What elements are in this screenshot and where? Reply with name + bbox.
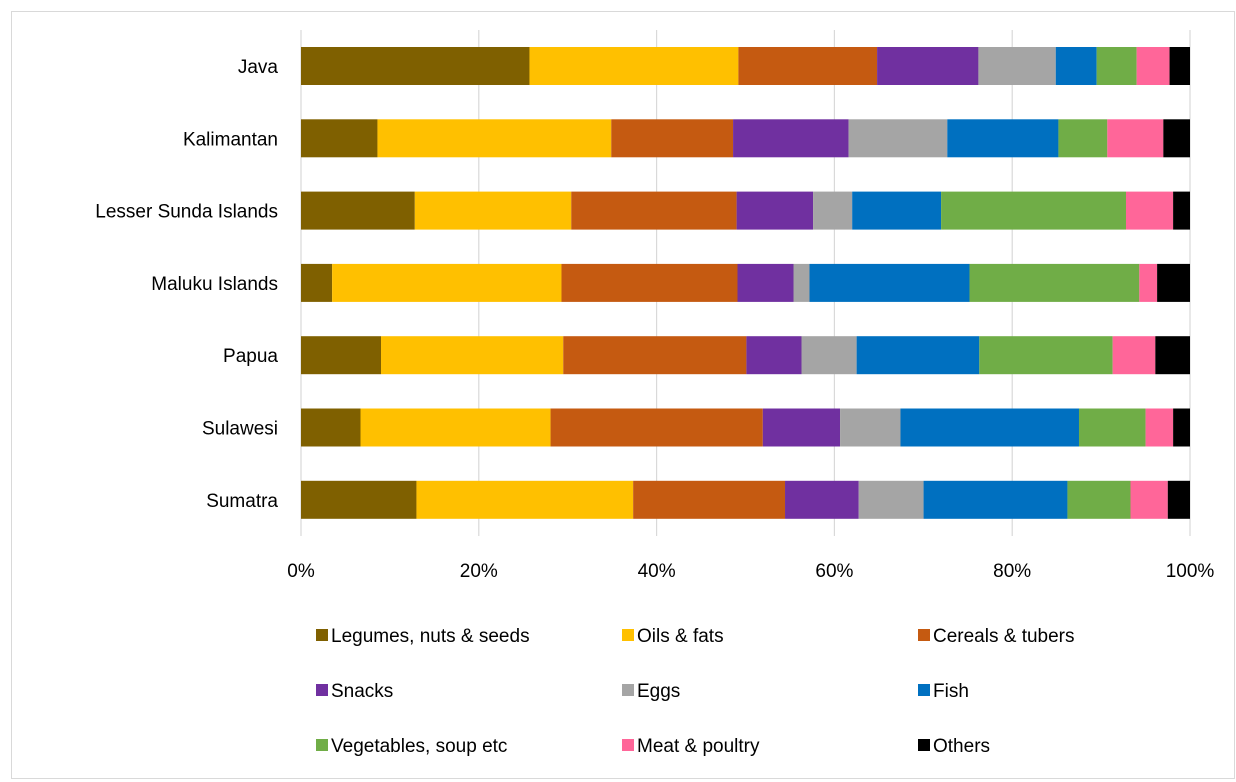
bar-segment (737, 263, 794, 302)
bar-segment (801, 336, 857, 375)
bar-segment (301, 480, 417, 519)
bar-segment (1055, 47, 1097, 85)
category-label: Papua (223, 346, 278, 367)
bar-segment (529, 47, 739, 85)
bar-segment (301, 47, 530, 85)
bar-segment (900, 408, 1079, 447)
bar-segment (852, 191, 942, 230)
bar-segment (1067, 480, 1131, 519)
bar-segment (301, 263, 333, 302)
category-label: Lesser Sunda Islands (95, 202, 278, 223)
bar-segment (1173, 191, 1190, 230)
bar-segment (969, 263, 1140, 302)
bar-segment (947, 119, 1059, 158)
legend-label: Meat & poultry (637, 736, 760, 757)
bar-segment (550, 408, 763, 447)
bar-segment (563, 336, 747, 375)
bar-segment (733, 119, 849, 158)
legend-label: Fish (933, 681, 969, 702)
bar-segment (1130, 480, 1168, 519)
bar-segment (377, 119, 612, 158)
category-label: Sumatra (206, 491, 278, 512)
bar-segment (301, 408, 361, 447)
legend-swatch (918, 684, 930, 696)
bar-segment (381, 336, 564, 375)
bar-segment (611, 119, 734, 158)
bar-segment (978, 47, 1056, 85)
bar-segment (1145, 408, 1174, 447)
legend-swatch (316, 684, 328, 696)
x-tick-label: 100% (1166, 561, 1215, 582)
legend-label: Snacks (331, 681, 393, 702)
bar-segment (979, 336, 1113, 375)
bar-segment (1078, 408, 1146, 447)
legend-swatch (622, 684, 634, 696)
legend-label: Oils & fats (637, 626, 724, 647)
x-tick-label: 40% (638, 561, 676, 582)
legend-swatch (918, 629, 930, 641)
bar-segment (1096, 47, 1137, 85)
legend-label: Vegetables, soup etc (331, 736, 507, 757)
legend-label: Legumes, nuts & seeds (331, 626, 530, 647)
bar-segment (1136, 47, 1170, 85)
value-axis: 0% 20% 40% 60% 80% 100% (287, 561, 1214, 582)
bar-segment (813, 191, 853, 230)
bar-segment (848, 119, 948, 158)
legend: Legumes, nuts & seeds Oils & fats Cereals … (316, 626, 1075, 757)
bar-segment (301, 336, 382, 375)
bar-segment (877, 47, 979, 85)
bar-segment (1139, 263, 1158, 302)
category-label: Maluku Islands (151, 274, 278, 295)
bar-segment (414, 191, 572, 230)
bar-segment (793, 263, 810, 302)
legend-swatch (622, 629, 634, 641)
category-label: Kalimantan (183, 129, 278, 150)
bar-segment (762, 408, 841, 447)
legend-swatch (316, 629, 328, 641)
legend-label: Others (933, 736, 990, 757)
category-label: Sulawesi (202, 419, 278, 440)
bar-segment (738, 47, 878, 85)
bar-segment (941, 191, 1126, 230)
legend-label: Eggs (637, 681, 680, 702)
legend-label: Cereals & tubers (933, 626, 1075, 647)
bar-segment (1058, 119, 1108, 158)
bar-segment (1167, 480, 1190, 519)
legend-swatch (918, 739, 930, 751)
bar-segment (809, 263, 970, 302)
x-tick-label: 60% (815, 561, 853, 582)
bar-segment (360, 408, 551, 447)
bar-segment (856, 336, 980, 375)
bar-segment (301, 191, 415, 230)
bar-segment (1173, 408, 1190, 447)
bar-segment (746, 336, 802, 375)
bar-segment (858, 480, 924, 519)
bar-segment (1157, 263, 1190, 302)
bar-segment (1163, 119, 1190, 158)
bar-segment (1107, 119, 1164, 158)
category-label: Java (238, 57, 279, 78)
bar-segment (1155, 336, 1190, 375)
bar-segment (1169, 47, 1190, 85)
bars (301, 47, 1190, 519)
x-tick-label: 20% (460, 561, 498, 582)
bar-segment (1112, 336, 1156, 375)
bar-segment (561, 263, 738, 302)
bar-segment (633, 480, 786, 519)
legend-swatch (622, 739, 634, 751)
bar-segment (1125, 191, 1174, 230)
x-tick-label: 0% (287, 561, 315, 582)
bar-segment (923, 480, 1068, 519)
legend-swatch (316, 739, 328, 751)
bar-segment (332, 263, 562, 302)
bar-segment (571, 191, 737, 230)
bar-segment (301, 119, 378, 158)
bar-segment (785, 480, 859, 519)
bar-segment (416, 480, 634, 519)
category-axis: Java Kalimantan Lesser Sunda Islands Maluku… (95, 57, 278, 512)
bar-segment (736, 191, 814, 230)
x-tick-label: 80% (993, 561, 1031, 582)
bar-segment (840, 408, 901, 447)
